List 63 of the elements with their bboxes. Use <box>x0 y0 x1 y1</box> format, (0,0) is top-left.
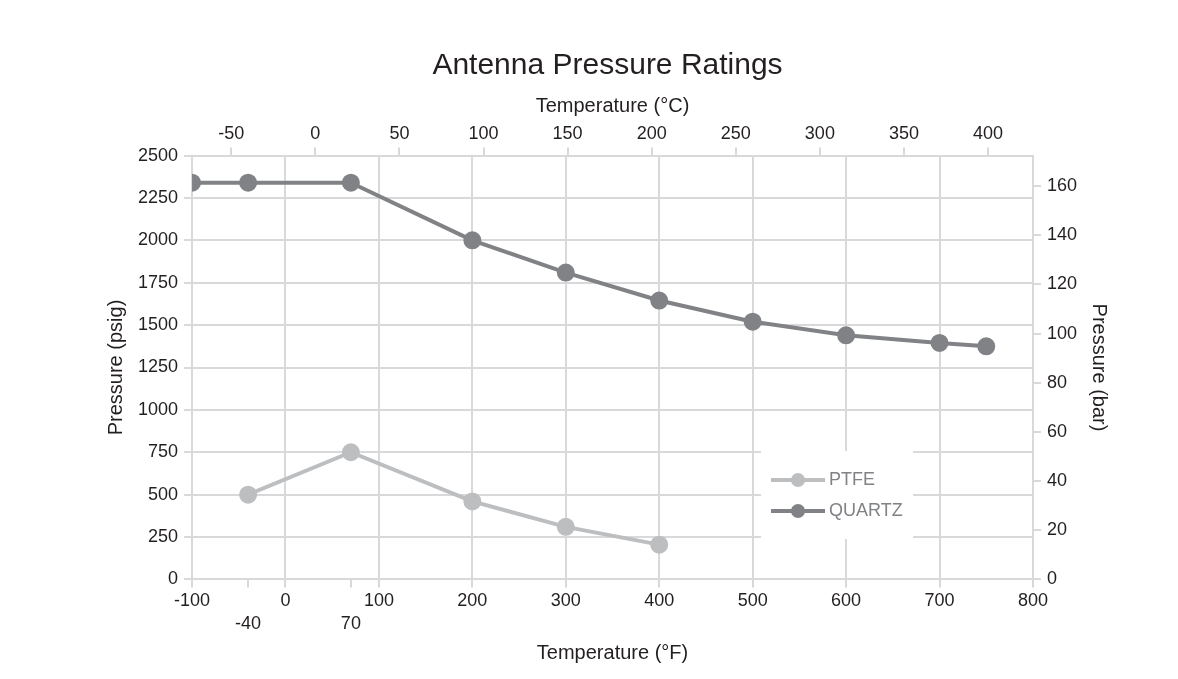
x-tick-label: 200 <box>457 590 488 611</box>
text: 70 <box>340 613 361 634</box>
legend-label: PTFE <box>828 469 875 491</box>
x2-tick-label: 300 <box>804 122 835 143</box>
y-tick-label: 250 <box>148 525 179 546</box>
x-tick-label: 100 <box>363 590 394 611</box>
y2-tick-label: 20 <box>1046 519 1067 540</box>
x2-tick-label: 0 <box>310 122 321 143</box>
x2-tick-label: 100 <box>468 122 499 143</box>
point <box>650 535 669 554</box>
y2-tick-label: 80 <box>1046 371 1067 392</box>
x-tick-label: 400 <box>644 590 675 611</box>
y2-tick-label: 40 <box>1046 470 1067 491</box>
x-tick-label: 0 <box>280 590 291 611</box>
y2-tick-label: 140 <box>1046 224 1078 245</box>
y-tick-label: 2000 <box>138 229 179 250</box>
y2-tick-label: 100 <box>1046 322 1078 343</box>
x-tick-label: 800 <box>1017 590 1048 611</box>
y2-tick-label: 60 <box>1046 420 1067 441</box>
point <box>743 312 762 331</box>
x-axis-title: Temperature (°F) <box>536 640 689 663</box>
y2-tick-label: 0 <box>1046 568 1057 589</box>
text: -40 <box>235 613 262 634</box>
x2-tick-label: 200 <box>636 122 667 143</box>
y-tick-label: 1250 <box>138 356 179 377</box>
x2-tick-label: 400 <box>973 122 1004 143</box>
y-tick-label: 1500 <box>138 314 179 335</box>
legend-label: QUARTZ <box>828 500 903 522</box>
y-tick-label: 750 <box>148 441 179 462</box>
x-tick-label: 500 <box>737 590 768 611</box>
x-tick-label: -100 <box>174 590 211 611</box>
point <box>837 326 856 345</box>
point <box>239 173 258 192</box>
x2-tick-label: 350 <box>888 122 919 143</box>
point <box>977 337 996 356</box>
x2-axis-title: Temperature (°C) <box>535 93 690 116</box>
point <box>930 333 949 352</box>
x-tick-label: 600 <box>831 590 862 611</box>
point <box>463 492 482 511</box>
x-tick-label: 300 <box>550 590 581 611</box>
point <box>463 231 482 250</box>
point <box>556 517 575 536</box>
y2-tick-label: 120 <box>1046 273 1078 294</box>
x2-tick-label: 150 <box>552 122 583 143</box>
x-tick-label: 700 <box>924 590 955 611</box>
y2-axis-title: Pressure (bar) <box>1089 303 1112 432</box>
point <box>556 263 575 282</box>
point <box>341 173 360 192</box>
y-tick-label: 0 <box>168 568 179 589</box>
x2-tick-label: -50 <box>218 122 245 143</box>
point <box>239 485 258 504</box>
y-axis-title: Pressure (psig) <box>103 299 126 436</box>
point <box>650 291 669 310</box>
y-tick-label: 500 <box>148 483 179 504</box>
y-tick-label: 1000 <box>138 398 179 419</box>
y-tick-label: 1750 <box>138 271 179 292</box>
x2-tick-label: 250 <box>720 122 751 143</box>
x2-tick-label: 50 <box>389 122 410 143</box>
point <box>341 443 360 462</box>
y-tick-label: 2500 <box>138 144 179 165</box>
y-tick-label: 2250 <box>138 186 179 207</box>
chart-title: Antenna Pressure Ratings <box>432 47 783 81</box>
y2-tick-label: 160 <box>1046 175 1078 196</box>
